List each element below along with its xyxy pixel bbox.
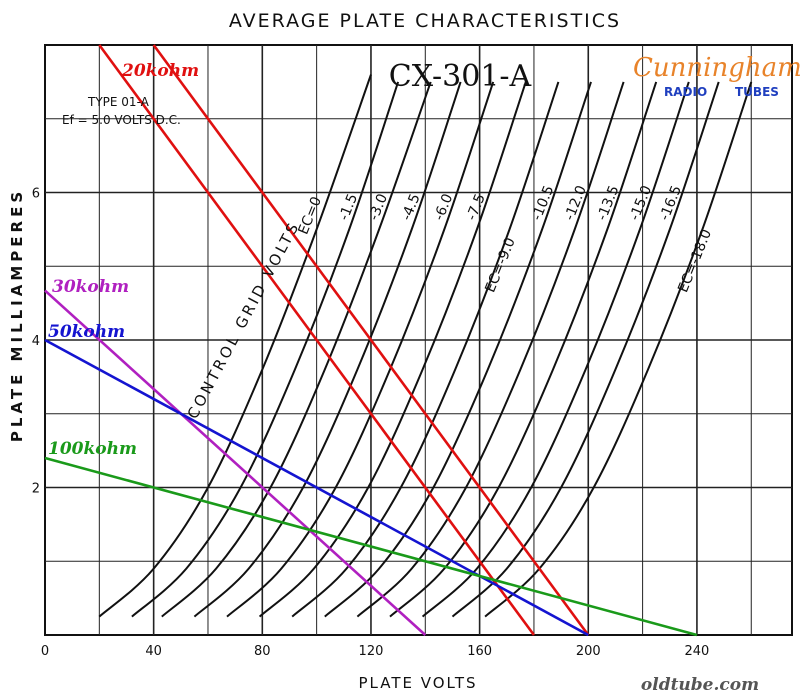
load-label-50kohm: 50kohm: [48, 322, 125, 342]
grid-curve--3: [161, 81, 432, 618]
filament-note: Ef = 5.0 VOLTS D.C.: [62, 113, 181, 127]
grid-curve--9: [291, 81, 560, 618]
grid-curve-0: [98, 74, 372, 618]
brand-radio: RADIO: [664, 85, 707, 99]
load-label-100kohm: 100kohm: [48, 439, 137, 459]
load-line-20kohm: [152, 44, 590, 636]
y-tick-label: 6: [32, 187, 40, 202]
load-line-100kohm: [44, 456, 698, 637]
grid-curve--1_5: [131, 81, 400, 618]
grid-curve--4_5: [193, 81, 462, 618]
curve-label: -15.0: [627, 183, 655, 223]
load-label-30kohm: 30kohm: [52, 277, 129, 297]
x-tick-label: 240: [685, 644, 710, 659]
curve-label: -16.5: [657, 183, 685, 223]
y-axis-label: PLATE MILLIAMPERES: [8, 188, 26, 442]
load-line-20kohm: [98, 44, 535, 636]
watermark: oldtube.com: [641, 675, 759, 695]
grid-curve--15: [421, 81, 690, 618]
curve-label: -10.5: [529, 183, 557, 223]
x-axis-label: PLATE VOLTS: [358, 674, 477, 692]
load-label-20kohm: 20kohm: [121, 61, 199, 81]
x-tick-label: 160: [467, 644, 492, 659]
curve-label: -12.0: [562, 183, 590, 223]
x-tick-label: 40: [145, 644, 162, 659]
chart-title: AVERAGE PLATE CHARACTERISTICS: [229, 10, 621, 32]
curve-label: EC=-9.0: [482, 235, 518, 294]
y-tick-label: 4: [32, 334, 40, 349]
grid-curve--7_5: [258, 81, 527, 618]
load-line-50kohm: [44, 338, 589, 637]
grid-curve--16_5: [451, 81, 720, 618]
load-lines: [44, 44, 698, 637]
type-note: TYPE 01-A: [87, 95, 150, 109]
curve-label: EC=-18.0: [675, 227, 715, 295]
grid-curve--6: [226, 81, 495, 618]
tube-name: CX-301-A: [389, 59, 532, 94]
x-tick-label: 80: [254, 644, 271, 659]
axis-ticks: 0 40 80 120 160 200 240 2 4 6: [32, 187, 710, 660]
grid-curve--10_5: [324, 81, 592, 618]
brand-name: Cunningham: [633, 53, 800, 83]
x-tick-label: 200: [576, 644, 601, 659]
load-line-30kohm: [44, 289, 427, 636]
curve-label: -13.5: [594, 183, 622, 223]
grid: [44, 44, 793, 636]
y-tick-label: 2: [32, 482, 40, 497]
grid-curve--12: [356, 81, 625, 618]
x-tick-label: 0: [41, 644, 49, 659]
grid-curve--13_5: [389, 81, 658, 618]
x-tick-label: 120: [359, 644, 384, 659]
grid-curve--18: [484, 81, 753, 618]
brand-tubes: TUBES: [735, 85, 779, 99]
brand-logo: Cunningham RADIO TUBES: [633, 53, 800, 99]
